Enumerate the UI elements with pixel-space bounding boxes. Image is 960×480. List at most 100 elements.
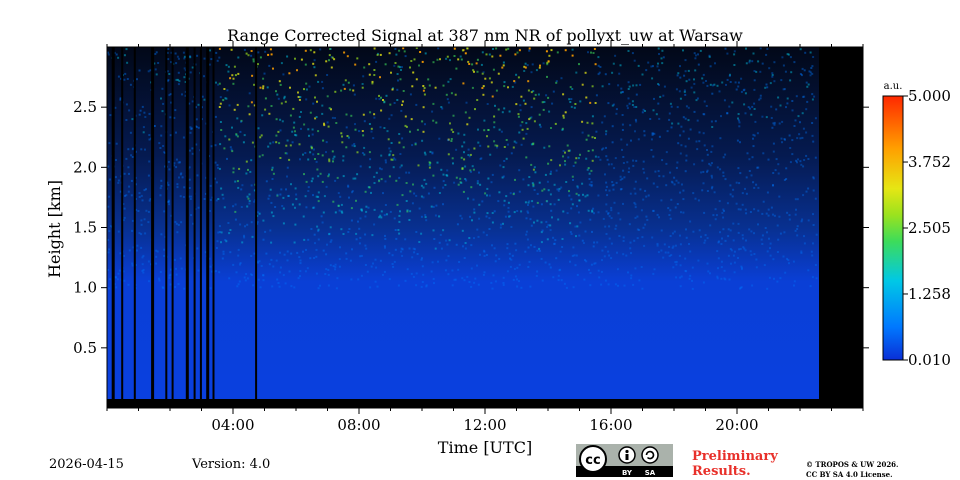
speckle-cell [438, 215, 441, 218]
speckle-cell [268, 194, 271, 197]
speckle-cell [384, 238, 387, 240]
speckle-cell [175, 166, 178, 169]
speckle-cell [451, 157, 454, 160]
speckle-cell [269, 48, 272, 51]
speckle-cell [584, 195, 587, 198]
speckle-cell [621, 90, 624, 93]
speckle-cell [361, 209, 363, 212]
speckle-cell [672, 266, 675, 269]
speckle-cell [107, 238, 110, 241]
speckle-cell [422, 186, 425, 189]
speckle-cell [115, 159, 117, 161]
speckle-cell [370, 191, 372, 194]
speckle-cell [129, 131, 132, 134]
speckle-cell [449, 78, 452, 81]
speckle-cell [667, 207, 670, 210]
speckle-cell [665, 184, 668, 187]
speckle-cell [547, 189, 550, 192]
speckle-cell [378, 180, 381, 183]
speckle-cell [527, 204, 529, 206]
speckle-cell [258, 260, 261, 263]
speckle-cell [724, 47, 727, 50]
speckle-cell [173, 162, 176, 165]
speckle-cell [396, 88, 399, 91]
speckle-cell [340, 203, 343, 206]
colorbar-tick-label: 5.000 [908, 87, 951, 105]
speckle-cell [709, 224, 712, 227]
speckle-cell [678, 90, 681, 93]
speckle-cell [143, 111, 146, 114]
data-gap-column [255, 47, 258, 399]
speckle-cell [548, 110, 551, 113]
speckle-cell [635, 84, 638, 87]
speckle-cell [365, 210, 368, 213]
speckle-cell [303, 173, 305, 176]
speckle-cell [742, 89, 745, 92]
speckle-cell [530, 244, 532, 247]
speckle-cell [282, 222, 285, 225]
speckle-cell [675, 88, 678, 91]
speckle-cell [469, 169, 472, 172]
speckle-cell [463, 133, 466, 136]
speckle-cell [224, 239, 227, 241]
speckle-cell [114, 176, 117, 179]
speckle-cell [271, 168, 274, 171]
speckle-cell [502, 175, 505, 178]
speckle-cell [490, 81, 493, 84]
speckle-cell [760, 238, 763, 241]
speckle-cell [421, 265, 424, 268]
speckle-cell [621, 129, 624, 131]
speckle-cell [570, 198, 573, 201]
speckle-cell [569, 231, 572, 234]
speckle-cell [786, 53, 789, 56]
speckle-cell [490, 181, 493, 184]
speckle-cell [601, 249, 604, 252]
speckle-cell [566, 144, 569, 147]
heatmap-data-region [107, 47, 819, 408]
speckle-cell [250, 50, 253, 52]
speckle-cell [765, 83, 768, 86]
speckle-cell [368, 73, 371, 76]
speckle-cell [545, 50, 548, 53]
speckle-cell [645, 195, 648, 198]
speckle-cell [131, 262, 134, 265]
speckle-cell [240, 119, 243, 122]
speckle-cell [749, 107, 751, 110]
speckle-cell [183, 67, 186, 70]
speckle-cell [608, 254, 611, 257]
speckle-cell [169, 273, 172, 276]
speckle-cell [814, 156, 817, 159]
speckle-cell [745, 192, 748, 195]
cc-license-badge[interactable]: cc BY SA [576, 444, 673, 477]
speckle-cell [342, 159, 345, 162]
y-axis-label: Height [km] [45, 180, 64, 278]
speckle-cell [703, 100, 706, 103]
speckle-cell [602, 217, 605, 220]
speckle-cell [745, 62, 748, 65]
speckle-cell [549, 224, 552, 227]
speckle-cell [638, 229, 641, 231]
speckle-cell [470, 170, 472, 173]
speckle-cell [356, 151, 359, 154]
speckle-cell [713, 191, 716, 194]
speckle-cell [270, 201, 273, 204]
speckle-cell [595, 130, 598, 133]
speckle-cell [620, 87, 623, 90]
speckle-cell [236, 285, 239, 288]
x-tick-label: 12:00 [463, 416, 506, 434]
speckle-cell [735, 202, 738, 205]
speckle-cell [622, 240, 625, 242]
speckle-cell [400, 164, 403, 167]
speckle-cell [249, 170, 252, 173]
speckle-cell [373, 175, 376, 178]
speckle-cell [130, 179, 133, 182]
speckle-cell [756, 132, 759, 135]
speckle-cell [694, 69, 697, 72]
speckle-cell [600, 270, 603, 273]
speckle-cell [768, 237, 770, 240]
speckle-cell [362, 134, 365, 137]
speckle-cell [591, 136, 594, 139]
speckle-cell [422, 196, 425, 199]
speckle-cell [704, 234, 707, 237]
speckle-cell [234, 180, 237, 183]
